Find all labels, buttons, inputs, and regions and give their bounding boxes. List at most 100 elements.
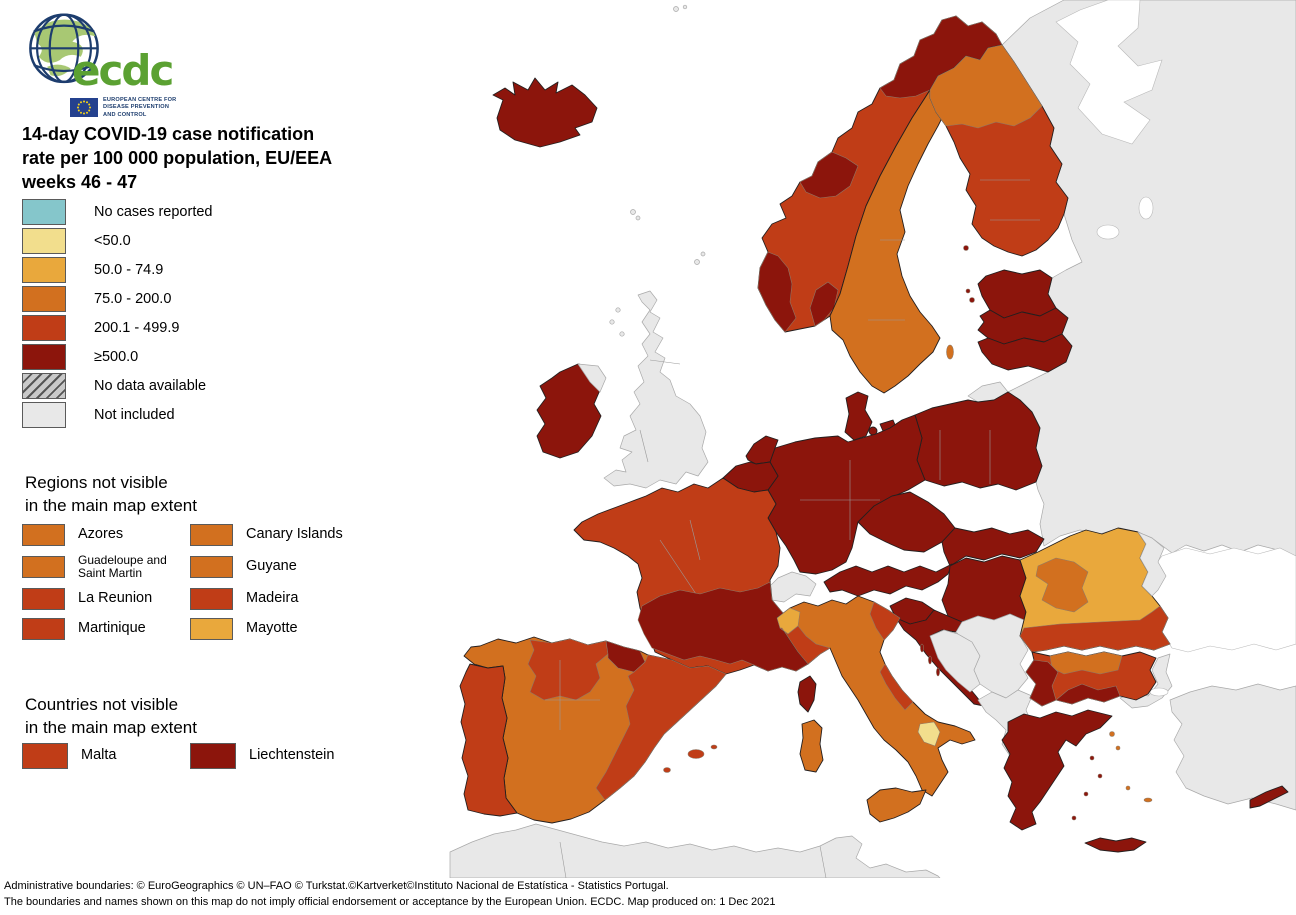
map-region-cyprus: [1249, 785, 1289, 809]
legend-swatch-no-data: [22, 372, 66, 399]
map-region-hungary: [941, 555, 1027, 623]
map-region-corsica: [797, 675, 817, 713]
map-region-iceland: [492, 77, 598, 148]
legend-swatch-200-500: [22, 314, 66, 341]
map-region-portugal: [459, 663, 518, 817]
map-region-norway-trondelag: [799, 151, 859, 199]
map-region-north-africa: [449, 823, 941, 879]
map-region-northern-ireland: [577, 363, 607, 393]
legend-swatch-gte500: [22, 343, 66, 370]
map-region-spain-north: [527, 638, 609, 701]
map-region-moldova: [1137, 531, 1167, 597]
germany-internal-borders: [800, 460, 880, 540]
map-region-norway-oslo: [809, 281, 839, 327]
sweden-internal-borders: [868, 239, 905, 321]
map-region-italy-northwest: [779, 625, 831, 665]
map-region-france-southeast: [637, 581, 811, 672]
white-sea: [1055, 0, 1163, 145]
map-region-netherlands: [745, 435, 779, 465]
map-region-crete: [1084, 837, 1147, 853]
map-region-italy-basilicata: [917, 721, 941, 747]
map-region-sweden: [829, 89, 947, 394]
map-region-turkey: [1169, 683, 1296, 811]
legend-item-guadeloupe: Guadeloupe and Saint Martin: [22, 553, 190, 580]
legend-swatch-no-cases: [22, 198, 66, 225]
swatch-madeira: [190, 588, 233, 611]
map-region-hiiumaa: [965, 288, 971, 294]
legend-swatch-50-75: [22, 256, 66, 283]
footer-line-1: Administrative boundaries: © EuroGeograp…: [4, 880, 669, 892]
map-region-bulgaria-south: [1055, 683, 1121, 705]
map-region-croatia-islands: [920, 643, 940, 677]
map-region-slovakia: [941, 527, 1045, 567]
map-title: 14-day COVID-19 case notification rate p…: [22, 124, 333, 192]
ecdc-logo: ecdc EUROPEAN CENTRE FOR DISEASE PREVENT…: [22, 6, 222, 118]
map-region-spain-east: [595, 654, 727, 801]
regions-section-title: Regions not visible in the main map exte…: [25, 473, 197, 515]
legend: No cases reported <50.0 50.0 - 74.9 75.0…: [22, 198, 212, 430]
legend-item-la-reunion: La Reunion: [22, 588, 190, 611]
swatch-la-reunion: [22, 588, 65, 611]
swatch-guadeloupe: [22, 556, 65, 579]
legend-item-canary-islands: Canary Islands: [190, 524, 380, 546]
map-region-greece: [1001, 709, 1113, 831]
finland-internal-borders: [980, 179, 1040, 221]
swatch-azores: [22, 524, 65, 546]
legend-item: No data available: [22, 372, 212, 399]
footer-line-2: The boundaries and names shown on this m…: [4, 895, 776, 908]
map-region-united-kingdom: [603, 290, 709, 489]
ecdc-caption: EUROPEAN CENTRE FOR DISEASE PREVENTION A…: [103, 97, 177, 118]
legend-item-martinique: Martinique: [22, 618, 190, 641]
map-region-finland-lapland: [929, 44, 1043, 129]
footer: Administrative boundaries: © EuroGeograp…: [0, 878, 1296, 915]
map-region-norway-north: [879, 15, 1003, 99]
countries-section-title: Countries not visible in the main map ex…: [25, 695, 197, 737]
swatch-liechtenstein: [190, 743, 236, 769]
eu-flag-icon: [70, 98, 98, 117]
minor-islands: [609, 4, 706, 337]
poland-internal-borders: [939, 430, 991, 484]
legend-item: Not included: [22, 401, 212, 428]
map-region-aegean-islands: [1071, 731, 1153, 821]
map-region-sicily: [866, 787, 927, 823]
regions-legend: Azores Canary Islands Guadeloupe and Sai…: [22, 524, 380, 641]
map-region-bulgaria-north: [1049, 651, 1123, 675]
legend-item: 200.1 - 499.9: [22, 314, 212, 341]
legend-item: ≥500.0: [22, 343, 212, 370]
map-region-bulgaria-west: [1025, 659, 1059, 707]
map-region-saaremaa: [969, 297, 975, 303]
map-region-italy-northeast: [869, 601, 901, 641]
map-region-gotland: [946, 344, 954, 360]
legend-swatch-lt50: [22, 227, 66, 254]
africa-borders: [559, 841, 827, 879]
spain-internal-borders: [545, 660, 600, 730]
swatch-mayotte: [190, 618, 233, 641]
map-region-aland: [963, 245, 969, 251]
map-region-poland: [914, 391, 1043, 491]
countries-legend: Malta Liechtenstein: [22, 743, 380, 769]
swatch-guyane: [190, 556, 233, 579]
globe-icon: [29, 13, 99, 84]
black-sea: [1151, 547, 1296, 653]
map-region-sardinia: [799, 719, 824, 773]
legend-item-madeira: Madeira: [190, 588, 380, 611]
map-region-switzerland: [765, 571, 817, 603]
legend-item: 50.0 - 74.9: [22, 256, 212, 283]
legend-item-malta: Malta: [22, 743, 190, 769]
legend-swatch-75-200: [22, 285, 66, 312]
lake-onega: [1138, 196, 1154, 220]
ecdc-wordmark: ecdc: [72, 46, 174, 95]
swatch-malta: [22, 743, 68, 769]
legend-item: 75.0 - 200.0: [22, 285, 212, 312]
map-region-balearics: [663, 744, 718, 773]
legend-item: No cases reported: [22, 198, 212, 225]
swatch-canary-islands: [190, 524, 233, 546]
legend-item: <50.0: [22, 227, 212, 254]
map-region-romania-south: [1019, 605, 1171, 653]
legend-item-guyane: Guyane: [190, 556, 380, 579]
legend-item-azores: Azores: [22, 524, 190, 546]
map-region-romania-transylvania: [1035, 557, 1089, 613]
map-region-italy-adriatic: [879, 663, 914, 711]
legend-item-mayotte: Mayotte: [190, 618, 380, 641]
legend-item-liechtenstein: Liechtenstein: [190, 743, 380, 769]
